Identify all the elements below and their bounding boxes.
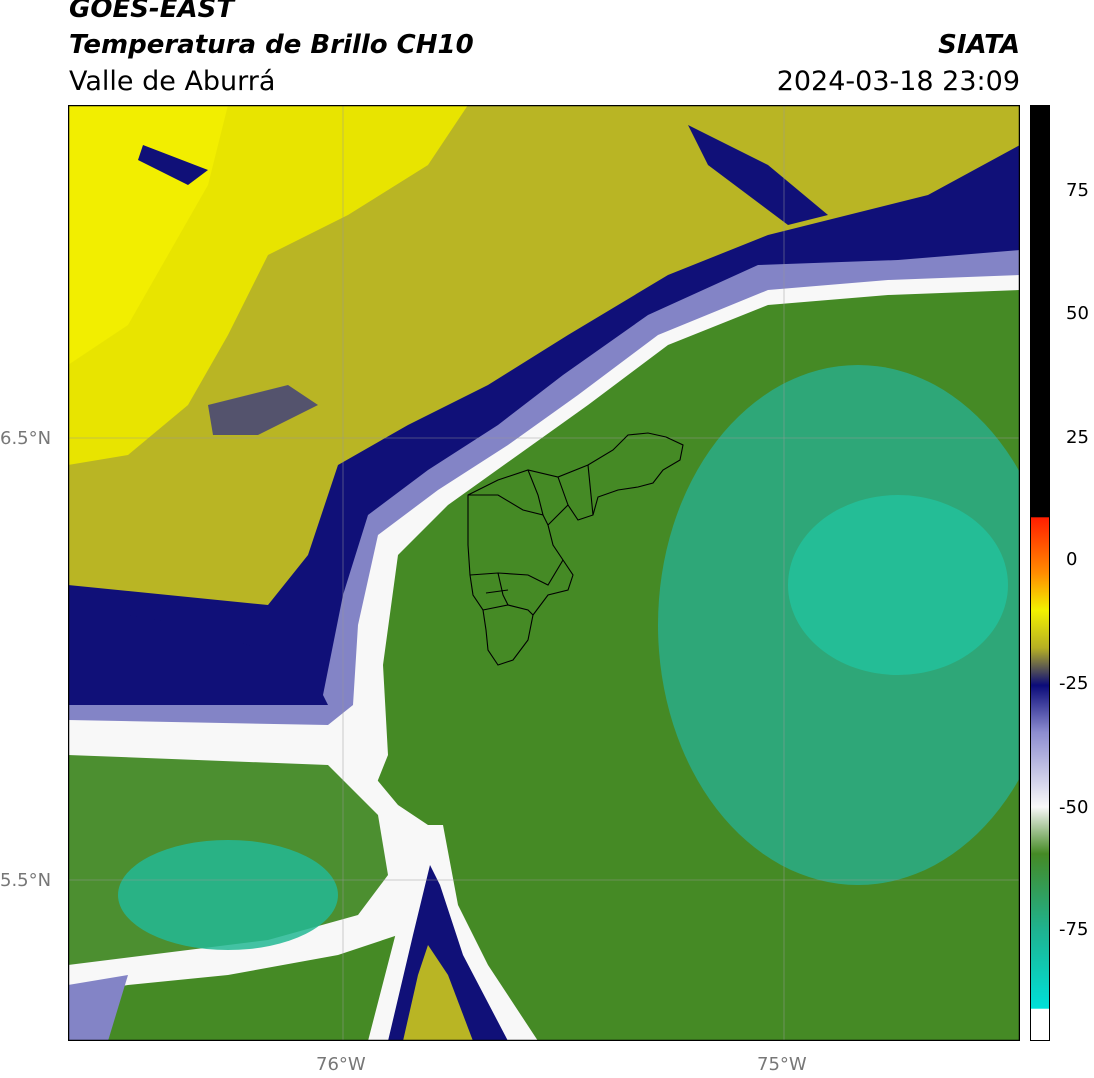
colorbar-tick: 75 — [1066, 180, 1089, 201]
municipal-boundaries — [467, 432, 684, 666]
navy-streak — [138, 145, 208, 185]
colorbar-tick: 50 — [1066, 303, 1089, 324]
region-label: Valle de Aburrá — [69, 66, 276, 97]
lon-tick-label: 76°W — [316, 1054, 366, 1075]
lat-tick-label: 6.5°N — [0, 428, 52, 449]
colorbar-tick: -75 — [1059, 919, 1089, 940]
datetime-label: 2024-03-18 23:09 — [776, 66, 1020, 97]
navy-streak — [208, 385, 318, 435]
lat-tick-label: 5.5°N — [0, 870, 52, 891]
colorbar-tick: -50 — [1059, 797, 1089, 818]
temperature-colorbar — [1030, 105, 1050, 1041]
satellite-label: GOES-EAST — [69, 0, 235, 24]
map-frame — [68, 105, 1020, 1041]
teal-core-east — [788, 495, 1008, 675]
lon-tick-label: 75°W — [757, 1054, 807, 1075]
olive-core-south — [403, 945, 473, 1041]
brightness-temperature-map — [68, 105, 1020, 1041]
lavender-sw-corner — [68, 975, 128, 1041]
navy-band-west — [68, 605, 328, 705]
teal-pocket-sw — [118, 840, 338, 950]
colorbar-tick: 0 — [1066, 549, 1078, 570]
product-title: Temperatura de Brillo CH10 — [69, 30, 474, 60]
navy-streak-north — [688, 125, 828, 225]
organization-label: SIATA — [938, 30, 1020, 60]
colorbar-tick: -25 — [1059, 673, 1089, 694]
colorbar-tick: 25 — [1066, 427, 1089, 448]
